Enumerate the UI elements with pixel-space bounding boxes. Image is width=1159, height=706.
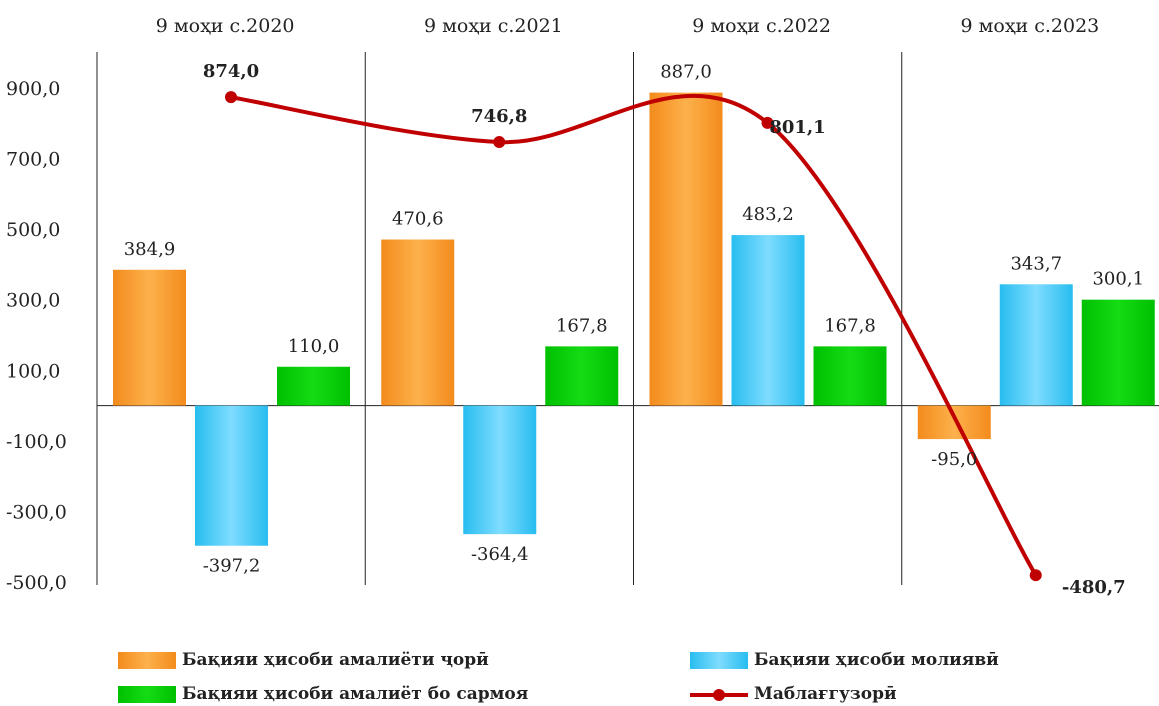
y-tick-label: 100,0 (6, 360, 60, 382)
bar-data-label: 110,0 (288, 336, 340, 357)
bar-data-label: -397,2 (203, 556, 261, 577)
legend-label: Маблағгузорӣ (754, 684, 897, 704)
financing-line (230, 93, 1038, 577)
legend-swatch-line (690, 686, 748, 703)
legend-label: Бақияи ҳисоби амалиёт бо сармоя (182, 684, 529, 704)
bar-data-label: -364,4 (471, 544, 529, 565)
financing-point (761, 116, 774, 129)
y-tick-label: -300,0 (6, 501, 67, 523)
y-tick-label: -500,0 (6, 572, 67, 594)
financing-point (225, 91, 237, 104)
financing-point (1029, 569, 1042, 582)
y-tick-label: 300,0 (6, 290, 60, 312)
line-data-label: 874,0 (203, 61, 259, 82)
legend-item-financial-account: Бақияи ҳисоби молиявӣ (690, 650, 999, 670)
bar-capital-account (1081, 299, 1155, 406)
bar-current-account (649, 92, 723, 406)
legend-swatch-green (118, 685, 176, 703)
bar-current-account (113, 269, 186, 406)
line-data-label: 746,8 (471, 106, 527, 127)
bar-financial-account (999, 284, 1073, 406)
line-series (225, 91, 1042, 582)
legend-label: Бақияи ҳисоби молиявӣ (754, 650, 999, 670)
bar-data-label: 384,9 (124, 239, 176, 260)
legend-label: Бақияи ҳисоби амалиёти ҷорӣ (182, 650, 489, 670)
category-label: 9 моҳи с.2021 (424, 15, 563, 37)
bar-financial-account (463, 405, 537, 535)
legend-item-financing: Маблағгузорӣ (690, 684, 897, 704)
bar-data-label: 887,0 (660, 62, 712, 83)
y-tick-label: 700,0 (6, 149, 60, 171)
legend-item-capital-account: Бақияи ҳисоби амалиёт бо сармоя (118, 684, 528, 704)
bar-capital-account (545, 346, 619, 406)
bar-data-label: 167,8 (824, 315, 876, 336)
y-tick-label: 500,0 (6, 219, 60, 241)
bar-capital-account (813, 346, 887, 406)
category-label: 9 моҳи с.2020 (156, 15, 295, 37)
data-labels: 384,9 470,6 887,0 -95,0 -397,2 -364,4 483,2 343… (124, 61, 1144, 598)
bar-current-account (917, 405, 991, 440)
bar-data-label: -95,0 (931, 449, 977, 470)
legend: Бақияи ҳисоби амалиёти ҷорӣ Бақияи ҳисоб… (0, 640, 1159, 706)
bar-data-label: 300,1 (1092, 269, 1144, 290)
legend-item-current-account: Бақияи ҳисоби амалиёти ҷорӣ (118, 650, 489, 670)
bar-data-label: 167,8 (556, 315, 608, 336)
bar-data-label: 483,2 (742, 204, 794, 225)
category-label: 9 моҳи с.2023 (960, 15, 1099, 37)
bar-financial-account (195, 405, 268, 546)
axes: 9 моҳи с.2020 9 моҳи с.2021 9 моҳи с.2022 9… (6, 15, 1159, 594)
y-tick-label: 900,0 (6, 78, 60, 100)
y-tick-label: -100,0 (6, 431, 67, 453)
bars (113, 92, 1155, 546)
line-data-label: -480,7 (1062, 577, 1126, 598)
category-label: 9 моҳи с.2022 (692, 15, 831, 37)
legend-swatch-orange (118, 651, 176, 669)
bar-current-account (381, 239, 455, 406)
bar-financial-account (731, 235, 805, 406)
bar-capital-account (277, 366, 350, 406)
financing-point (493, 136, 506, 149)
line-data-label: 801,1 (769, 117, 825, 138)
bar-data-label: 470,6 (392, 209, 444, 230)
bar-data-label: 343,7 (1010, 253, 1062, 274)
legend-swatch-blue (690, 651, 748, 669)
